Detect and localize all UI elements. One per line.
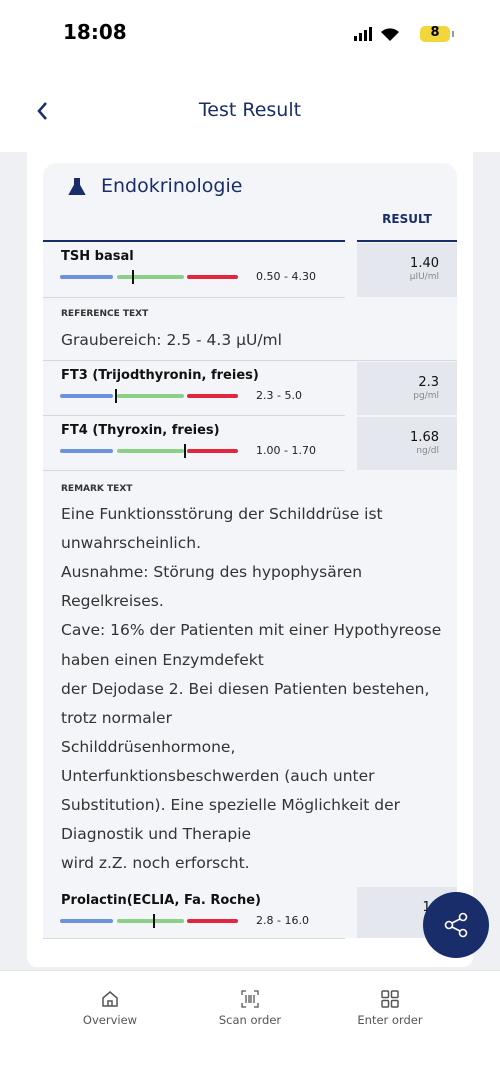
range-high [187,919,238,923]
nav-icon [241,990,259,1008]
nav-item[interactable]: Enter order [357,1013,423,1027]
range-high [187,275,238,279]
reference-range: 2.8 - 16.0 [256,914,309,927]
status-time: 18:08 [63,20,127,44]
result-unit: µIU/ml [409,272,439,282]
nav-item[interactable]: Scan order [218,1013,282,1027]
range-normal [117,394,184,398]
range-low [60,275,113,279]
result-marker [184,444,186,458]
reference-range: 2.3 - 5.0 [256,389,302,402]
test-row [43,887,345,939]
result-value: 1.40 [410,256,439,271]
result-cell [357,362,457,415]
test-row [43,417,345,471]
status-icons [354,26,454,42]
divider [357,240,457,242]
range-high [187,394,238,398]
result-unit: ng/dl [416,446,439,456]
test-row [43,243,345,298]
divider [43,240,345,242]
remark-line: wird z.Z. noch erforscht. [61,854,250,873]
reference-label: REFERENCE TEXT [61,309,149,319]
remark-line: Diagnostik und Therapie [61,825,252,844]
test-name: FT4 (Thyroxin, freies) [61,423,220,438]
remark-line: Regelkreises. [61,592,164,611]
test-name: TSH basal [61,249,134,264]
battery-level: 8 [430,25,440,40]
header-title: Test Result [198,99,302,121]
remark-line: Cave: 16% der Patienten mit einer Hypoth… [61,621,442,640]
result-marker [115,389,117,403]
remark-line: Ausnahme: Störung des hypophysären [61,563,363,582]
nav-icon [102,991,118,1007]
range-low [60,919,113,923]
remark-line: Substitution). Eine spezielle Möglichkei… [61,796,401,814]
remark-line: trotz normaler [61,708,172,727]
flask-icon [68,178,86,195]
result-unit: pg/ml [413,391,439,401]
test-name: Prolactin(ECLIA, Fa. Roche) [61,893,261,908]
nav-icon [381,990,399,1008]
result-cell [357,243,457,297]
back-button[interactable] [34,100,54,122]
result-value: 2.3 [418,375,439,390]
reference-range: 1.00 - 1.70 [256,444,316,457]
result-marker [153,914,155,928]
range-normal [117,275,184,279]
range-high [187,449,238,453]
result-header: RESULT [382,212,432,226]
remark-line: unwahrscheinlich. [61,534,201,553]
remark-label: REMARK TEXT [61,484,133,494]
result-marker [132,270,134,284]
nav-divider [0,970,500,971]
test-name: FT3 (Trijodthyronin, freies) [61,368,259,383]
result-value: 1.68 [410,430,439,445]
remark-line: Eine Funktionsstörung der Schilddrüse is… [61,505,383,523]
reference-row [43,298,457,361]
remark-line: Schilddrüsenhormone, [61,737,236,756]
result-cell [357,417,457,470]
reference-text: Graubereich: 2.5 - 4.3 µU/ml [61,331,282,349]
range-normal [117,919,184,923]
section-title: Endokrinologie [101,175,243,197]
remark-line: haben einen Enzymdefekt [61,650,264,669]
share-button[interactable] [423,892,489,958]
range-low [60,449,113,453]
range-normal [117,449,184,453]
range-low [60,394,113,398]
remark-line: Unterfunktionsbeschwerden (auch unter [61,766,375,785]
remark-line: der Dejodase 2. Bei diesen Patienten bes… [61,679,430,698]
test-row [43,362,345,416]
reference-range: 0.50 - 4.30 [256,270,316,283]
nav-item[interactable]: Overview [82,1013,138,1027]
